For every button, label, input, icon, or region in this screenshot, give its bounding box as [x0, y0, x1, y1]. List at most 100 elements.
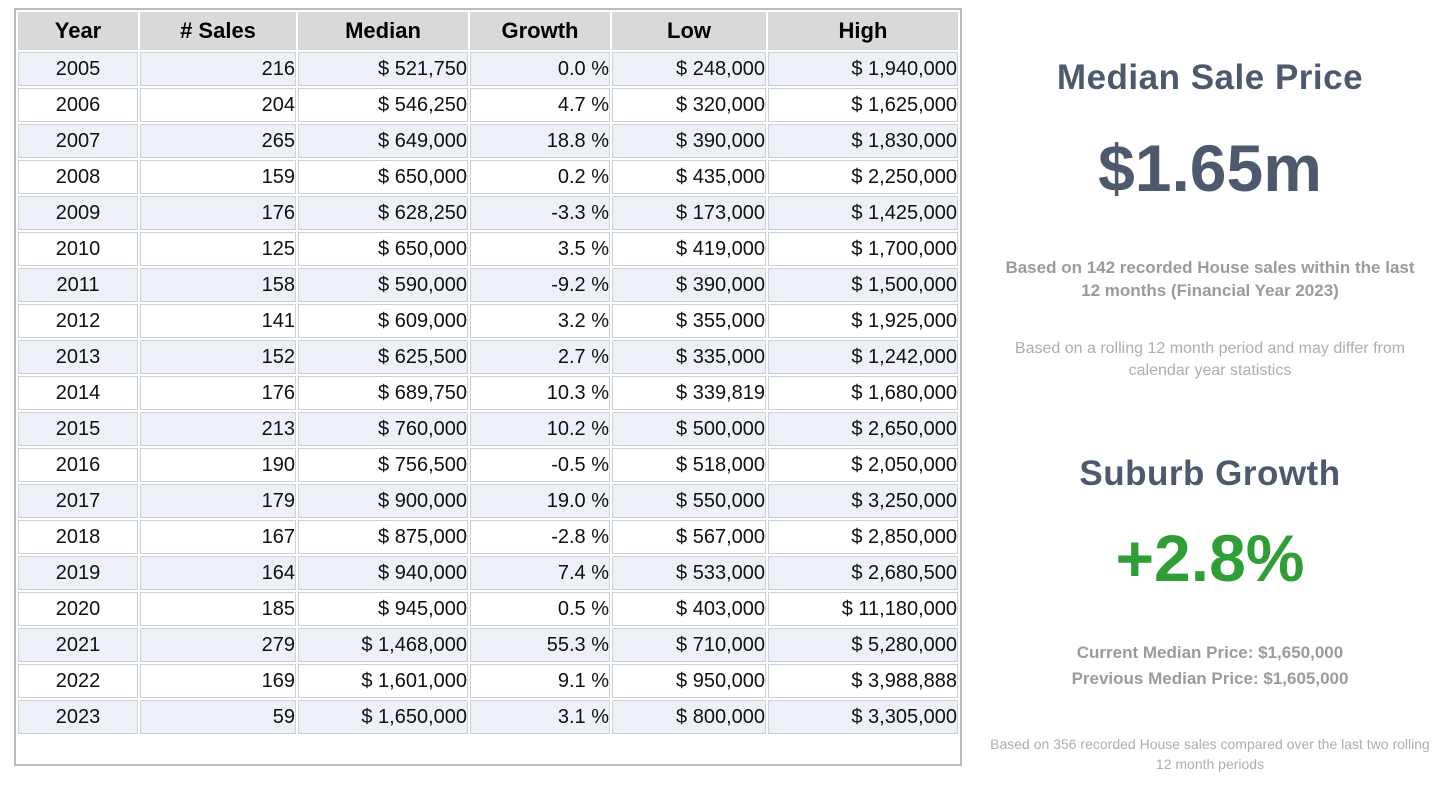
year-cell: 2019 — [18, 556, 138, 590]
table-row-2011: 2011 158 $ 590,000 -9.2 % $ 390,000 $ 1,500,0… — [18, 268, 958, 302]
high-cell: $ 1,625,000 — [768, 88, 958, 122]
table-head: Year # Sales Median Growth Low High — [18, 12, 958, 50]
empty-cell — [18, 736, 958, 762]
current-median-price: Current Median Price: $1,650,000 — [1076, 643, 1344, 662]
high-cell: $ 1,425,000 — [768, 196, 958, 230]
low-cell: $ 710,000 — [612, 628, 766, 662]
low-cell: $ 419,000 — [612, 232, 766, 266]
median-cell: $ 546,250 — [298, 88, 468, 122]
growth-cell: 0.2 % — [470, 160, 610, 194]
year-cell: 2021 — [18, 628, 138, 662]
growth-cell: 3.1 % — [470, 700, 610, 734]
table-row-2023: 2023 59 $ 1,650,000 3.1 % $ 800,000 $ 3,305,0… — [18, 700, 958, 734]
low-cell: $ 550,000 — [612, 484, 766, 518]
year-cell: 2016 — [18, 448, 138, 482]
table-row-2016: 2016 190 $ 756,500 -0.5 % $ 518,000 $ 2,050,0… — [18, 448, 958, 482]
high-cell: $ 3,988,888 — [768, 664, 958, 698]
sales-cell: 179 — [140, 484, 296, 518]
high-cell: $ 3,305,000 — [768, 700, 958, 734]
column-header-median: Median — [298, 12, 468, 50]
high-cell: $ 5,280,000 — [768, 628, 958, 662]
high-cell: $ 1,242,000 — [768, 340, 958, 374]
median-cell: $ 650,000 — [298, 232, 468, 266]
table-row-2014: 2014 176 $ 689,750 10.3 % $ 339,819 $ 1,680,0… — [18, 376, 958, 410]
year-cell: 2020 — [18, 592, 138, 626]
median-cell: $ 625,500 — [298, 340, 468, 374]
growth-cell: -0.5 % — [470, 448, 610, 482]
growth-cell: 3.2 % — [470, 304, 610, 338]
growth-cell: 55.3 % — [470, 628, 610, 662]
sales-cell: 185 — [140, 592, 296, 626]
low-cell: $ 950,000 — [612, 664, 766, 698]
sales-history-table-wrap: Year # Sales Median Growth Low High 2005 216 $ … — [14, 8, 962, 766]
table-row-2019: 2019 164 $ 940,000 7.4 % $ 533,000 $ 2,680,50… — [18, 556, 958, 590]
median-cell: $ 756,500 — [298, 448, 468, 482]
summary-panel: Median Sale Price $1.65m Based on 142 re… — [985, 0, 1435, 805]
sales-cell: 176 — [140, 196, 296, 230]
table-row-2021: 2021 279 $ 1,468,000 55.3 % $ 710,000 $ 5,280… — [18, 628, 958, 662]
median-cell: $ 1,601,000 — [298, 664, 468, 698]
suburb-growth-value: +2.8% — [1115, 521, 1305, 595]
growth-cell: 0.5 % — [470, 592, 610, 626]
sales-cell: 158 — [140, 268, 296, 302]
low-cell: $ 339,819 — [612, 376, 766, 410]
low-cell: $ 390,000 — [612, 124, 766, 158]
low-cell: $ 403,000 — [612, 592, 766, 626]
year-cell: 2023 — [18, 700, 138, 734]
median-cell: $ 1,650,000 — [298, 700, 468, 734]
high-cell: $ 2,850,000 — [768, 520, 958, 554]
high-cell: $ 1,680,000 — [768, 376, 958, 410]
year-cell: 2010 — [18, 232, 138, 266]
low-cell: $ 567,000 — [612, 520, 766, 554]
growth-cell: 4.7 % — [470, 88, 610, 122]
median-disclaimer-note: Based on a rolling 12 month period and m… — [1014, 340, 1406, 379]
table-row-2012: 2012 141 $ 609,000 3.2 % $ 355,000 $ 1,925,00… — [18, 304, 958, 338]
sales-cell: 152 — [140, 340, 296, 374]
median-cell: $ 945,000 — [298, 592, 468, 626]
table-row-2020: 2020 185 $ 945,000 0.5 % $ 403,000 $ 11,180,0… — [18, 592, 958, 626]
high-cell: $ 1,925,000 — [768, 304, 958, 338]
high-cell: $ 3,250,000 — [768, 484, 958, 518]
median-cell: $ 628,250 — [298, 196, 468, 230]
sales-cell: 213 — [140, 412, 296, 446]
sales-cell: 176 — [140, 376, 296, 410]
growth-basis-note: Based on 356 recorded House sales compar… — [990, 736, 1430, 772]
low-cell: $ 435,000 — [612, 160, 766, 194]
sales-cell: 159 — [140, 160, 296, 194]
year-cell: 2013 — [18, 340, 138, 374]
table-row-2022: 2022 169 $ 1,601,000 9.1 % $ 950,000 $ 3,988,… — [18, 664, 958, 698]
table-row-2018: 2018 167 $ 875,000 -2.8 % $ 567,000 $ 2,850,0… — [18, 520, 958, 554]
column-header-growth: Growth — [470, 12, 610, 50]
median-cell: $ 650,000 — [298, 160, 468, 194]
column-header-low: Low — [612, 12, 766, 50]
table-row-2008: 2008 159 $ 650,000 0.2 % $ 435,000 $ 2,250,00… — [18, 160, 958, 194]
table-row-2009: 2009 176 $ 628,250 -3.3 % $ 173,000 $ 1,425,0… — [18, 196, 958, 230]
median-cell: $ 689,750 — [298, 376, 468, 410]
high-cell: $ 2,650,000 — [768, 412, 958, 446]
table-row-2007: 2007 265 $ 649,000 18.8 % $ 390,000 $ 1,830,0… — [18, 124, 958, 158]
year-cell: 2008 — [18, 160, 138, 194]
low-cell: $ 335,000 — [612, 340, 766, 374]
high-cell: $ 2,250,000 — [768, 160, 958, 194]
sales-cell: 169 — [140, 664, 296, 698]
growth-cell: 19.0 % — [470, 484, 610, 518]
year-cell: 2006 — [18, 88, 138, 122]
sales-cell: 125 — [140, 232, 296, 266]
growth-cell: -3.3 % — [470, 196, 610, 230]
year-cell: 2005 — [18, 52, 138, 86]
sales-cell: 265 — [140, 124, 296, 158]
low-cell: $ 500,000 — [612, 412, 766, 446]
high-cell: $ 11,180,000 — [768, 592, 958, 626]
year-cell: 2014 — [18, 376, 138, 410]
year-cell: 2022 — [18, 664, 138, 698]
year-cell: 2007 — [18, 124, 138, 158]
high-cell: $ 2,680,500 — [768, 556, 958, 590]
high-cell: $ 1,940,000 — [768, 52, 958, 86]
sales-cell: 164 — [140, 556, 296, 590]
median-cell: $ 900,000 — [298, 484, 468, 518]
sales-cell: 279 — [140, 628, 296, 662]
low-cell: $ 355,000 — [612, 304, 766, 338]
low-cell: $ 248,000 — [612, 52, 766, 86]
median-price-comparison: Current Median Price: $1,650,000 Previou… — [1000, 640, 1420, 692]
low-cell: $ 173,000 — [612, 196, 766, 230]
